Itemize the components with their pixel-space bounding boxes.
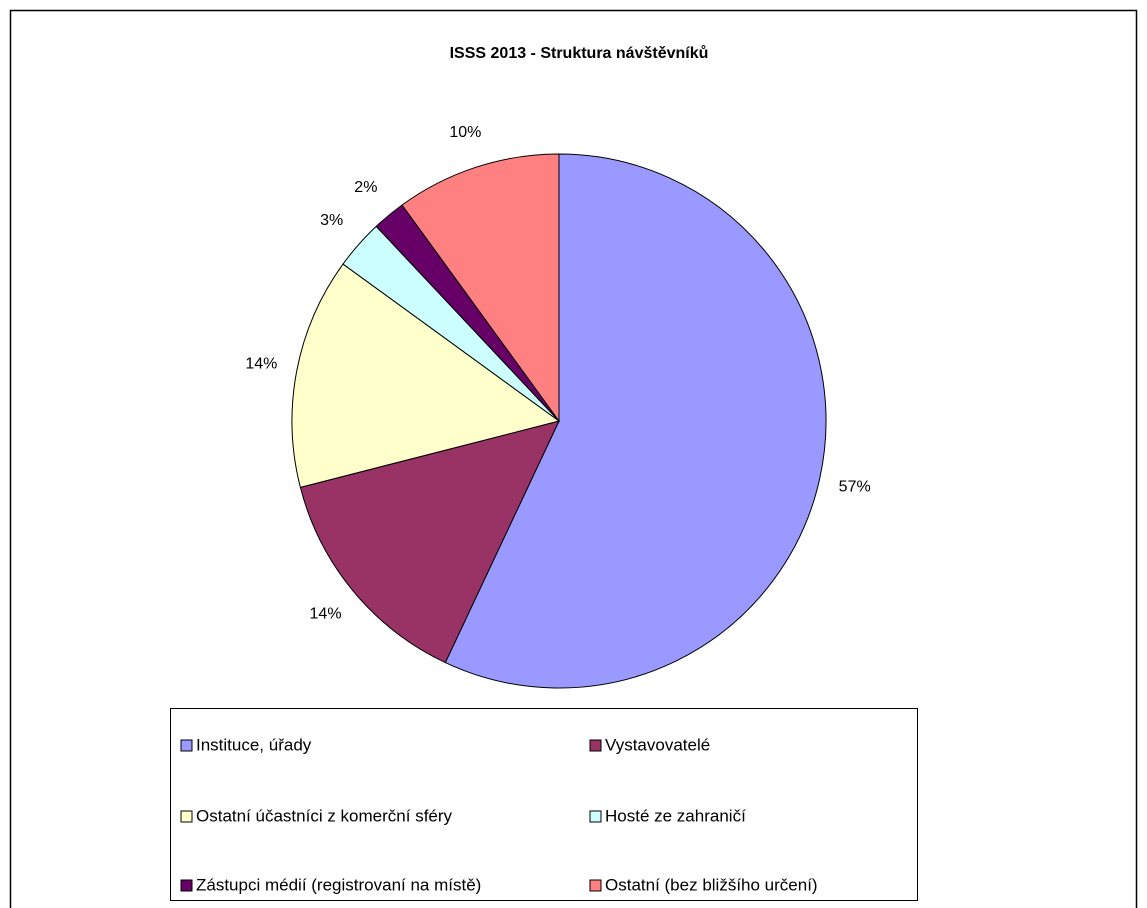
legend-marker	[589, 810, 602, 823]
chart-title: ISSS 2013 - Struktura návštěvníků	[450, 45, 709, 62]
legend-box	[170, 708, 918, 901]
legend-marker	[180, 739, 193, 752]
data-label: 14%	[310, 605, 342, 622]
legend-marker	[589, 739, 602, 752]
pie-slice	[299, 420, 560, 664]
legend-marker	[180, 810, 193, 823]
data-label: 2%	[354, 179, 377, 196]
data-label: 3%	[320, 212, 343, 229]
legend-label: Zástupci médií (registrovaní na místě)	[196, 875, 481, 894]
data-label: 57%	[839, 478, 871, 495]
pie-slice	[401, 153, 560, 423]
legend-label: Ostatní (bez bližšího určení)	[605, 875, 818, 894]
legend-label: Instituce, úřady	[196, 735, 312, 754]
pie-slice	[291, 263, 561, 489]
data-label: 14%	[245, 355, 277, 372]
legend-label: Hosté ze zahraničí	[605, 806, 746, 825]
legend-label: Ostatní účastníci z komerční sféry	[196, 806, 453, 825]
pie-slice	[444, 153, 827, 689]
data-label: 10%	[449, 124, 481, 141]
legend-marker	[589, 879, 602, 892]
legend-label: Vystavovatelé	[605, 735, 710, 754]
legend-marker	[180, 879, 193, 892]
